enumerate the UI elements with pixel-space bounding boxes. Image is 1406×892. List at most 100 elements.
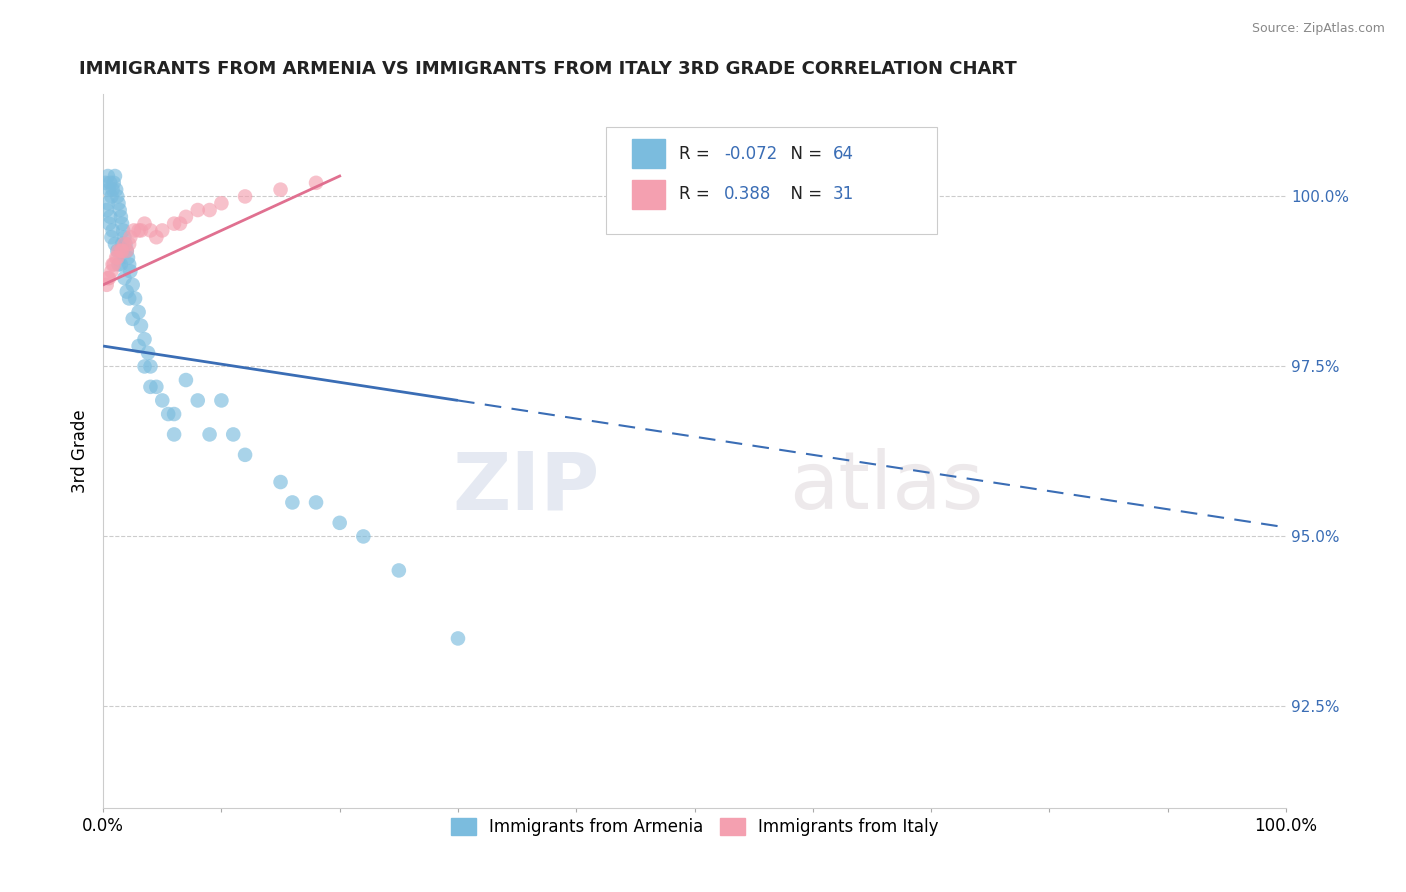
Point [104,169,127,183]
Point [98,210,121,224]
Point [150,393,173,408]
Point [105,183,128,197]
Point [124,292,146,306]
Point [222,427,245,442]
Text: Source: ZipAtlas.com: Source: ZipAtlas.com [1251,22,1385,36]
Point [270,183,292,197]
Point [111,217,134,231]
Bar [631,139,665,168]
FancyBboxPatch shape [606,127,936,234]
Legend: Immigrants from Armenia, Immigrants from Italy: Immigrants from Armenia, Immigrants from… [444,812,945,843]
Point [233,448,256,462]
Point [100,189,122,203]
Point [129,223,152,237]
Point [97,271,120,285]
Text: 0.388: 0.388 [724,186,772,203]
Point [270,475,292,489]
Point [150,223,173,237]
Point [101,257,124,271]
Point [97,169,120,183]
Point [118,292,141,306]
Point [128,305,150,319]
Point [163,427,186,442]
Point [107,196,129,211]
Point [136,346,159,360]
Point [107,257,129,271]
Point [110,244,132,258]
Point [103,257,125,271]
Point [305,495,328,509]
Point [105,251,128,265]
Point [103,176,125,190]
Point [98,183,121,197]
Point [198,202,221,217]
Point [107,244,129,258]
Point [128,339,150,353]
Point [139,380,162,394]
Point [108,202,131,217]
Point [122,223,145,237]
Point [134,217,156,231]
Point [117,251,139,265]
Point [96,277,118,292]
Point [115,244,138,258]
Point [128,223,150,237]
Point [98,271,121,285]
Point [105,189,128,203]
Point [388,564,411,578]
Point [114,237,136,252]
Point [163,217,186,231]
Point [112,223,135,237]
Point [111,237,134,252]
Text: -0.072: -0.072 [724,145,778,162]
Text: ZIP: ZIP [453,448,600,526]
Point [112,230,135,244]
Point [329,516,352,530]
Point [101,223,124,237]
Text: R =: R = [679,145,716,162]
Point [118,257,141,271]
Point [112,271,135,285]
Point [209,196,232,211]
Point [112,237,135,252]
Point [305,176,328,190]
Point [129,318,152,333]
Point [139,359,162,374]
Point [94,176,117,190]
Point [447,632,470,646]
Point [187,202,209,217]
Point [115,285,138,299]
Point [145,380,167,394]
Point [120,230,142,244]
Point [134,359,156,374]
Text: N =: N = [780,186,827,203]
Bar [631,180,665,209]
Point [104,237,127,252]
Point [174,210,197,224]
Point [118,237,141,252]
Text: N =: N = [780,145,827,162]
Point [98,176,121,190]
Point [96,202,118,217]
Text: 31: 31 [832,186,855,203]
Point [110,210,132,224]
Text: atlas: atlas [789,448,984,526]
Text: 64: 64 [832,145,853,162]
Text: R =: R = [679,186,716,203]
Point [121,277,143,292]
Point [100,230,122,244]
Point [198,427,221,442]
Point [101,183,124,197]
Point [98,217,121,231]
Point [105,244,128,258]
Point [120,264,142,278]
Point [281,495,304,509]
Point [105,251,128,265]
Point [163,407,186,421]
Point [145,230,167,244]
Point [111,244,134,258]
Point [169,217,191,231]
Point [233,189,256,203]
Point [110,257,132,271]
Text: IMMIGRANTS FROM ARMENIA VS IMMIGRANTS FROM ITALY 3RD GRADE CORRELATION CHART: IMMIGRANTS FROM ARMENIA VS IMMIGRANTS FR… [80,60,1017,78]
